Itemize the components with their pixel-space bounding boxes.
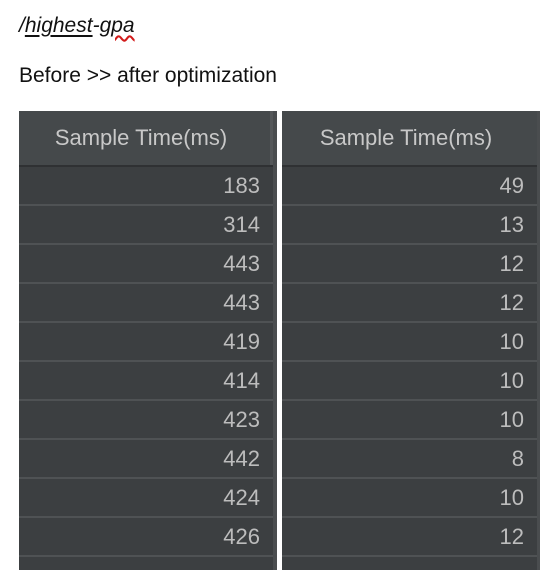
table-row[interactable]: 414: [19, 362, 277, 401]
sample-time-cell: 12: [499, 250, 524, 276]
table-row[interactable]: 183: [19, 167, 277, 206]
sample-time-cell: 12: [499, 289, 524, 315]
table-row[interactable]: 12: [282, 245, 540, 284]
table-row[interactable]: 10: [282, 401, 540, 440]
table-row[interactable]: 10: [282, 323, 540, 362]
route-part-gpa: gpa: [99, 14, 135, 37]
sample-time-cell: 49: [499, 172, 524, 198]
sample-time-cell: 13: [499, 211, 524, 237]
after-column-header-label: Sample Time(ms): [319, 125, 493, 150]
table-row[interactable]: 424: [19, 479, 277, 518]
route-slash: /: [19, 14, 25, 37]
sample-time-cell: 10: [499, 367, 524, 393]
table-row[interactable]: 426: [19, 518, 277, 557]
table-gap: [277, 111, 282, 570]
after-column-header[interactable]: Sample Time(ms): [282, 111, 540, 167]
comparison-caption: Before >> after optimization: [19, 64, 277, 87]
after-table: Sample Time(ms) 49 13 12 12 10 10 10 8 1…: [282, 111, 540, 570]
sample-time-cell: 10: [499, 328, 524, 354]
sample-time-cell: 314: [223, 211, 260, 237]
table-row[interactable]: 10: [282, 362, 540, 401]
table-row[interactable]: 314: [19, 206, 277, 245]
before-table: Sample Time(ms) 183 314 443 443 419 414 …: [19, 111, 277, 570]
sample-time-cell: 426: [223, 523, 260, 549]
sample-time-cell: 423: [223, 406, 260, 432]
table-row[interactable]: 10: [282, 479, 540, 518]
sample-time-cell: 424: [223, 484, 260, 510]
table-row[interactable]: 49: [282, 167, 540, 206]
table-row[interactable]: 12: [282, 284, 540, 323]
sample-time-cell: 414: [223, 367, 260, 393]
sample-time-cell: 443: [223, 250, 260, 276]
table-row[interactable]: 423: [19, 401, 277, 440]
sample-time-cell: 10: [499, 406, 524, 432]
sample-time-cell: 10: [499, 484, 524, 510]
route-title: /highest-gpa: [19, 12, 135, 40]
route-dash: -: [92, 14, 100, 37]
column-resize-handle[interactable]: [270, 111, 273, 165]
table-row[interactable]: 13: [282, 206, 540, 245]
route-part-highest: highest: [24, 14, 93, 37]
sample-time-cell: 183: [223, 172, 260, 198]
table-right-edge: [537, 111, 540, 570]
table-row[interactable]: 442: [19, 440, 277, 479]
sample-time-cell: 443: [223, 289, 260, 315]
before-column-header[interactable]: Sample Time(ms): [19, 111, 277, 167]
before-column-header-label: Sample Time(ms): [54, 125, 228, 150]
sample-time-cell: 442: [223, 445, 260, 471]
table-row[interactable]: 443: [19, 284, 277, 323]
sample-time-cell: 419: [223, 328, 260, 354]
after-rows: 49 13 12 12 10 10 10 8 10 12: [282, 167, 540, 557]
table-row[interactable]: 8: [282, 440, 540, 479]
before-rows: 183 314 443 443 419 414 423 442 424 426: [19, 167, 277, 557]
sample-time-cell: 8: [511, 445, 524, 471]
table-row[interactable]: 443: [19, 245, 277, 284]
table-right-edge: [273, 111, 277, 570]
table-row[interactable]: 419: [19, 323, 277, 362]
sample-time-cell: 12: [499, 523, 524, 549]
table-row[interactable]: 12: [282, 518, 540, 557]
